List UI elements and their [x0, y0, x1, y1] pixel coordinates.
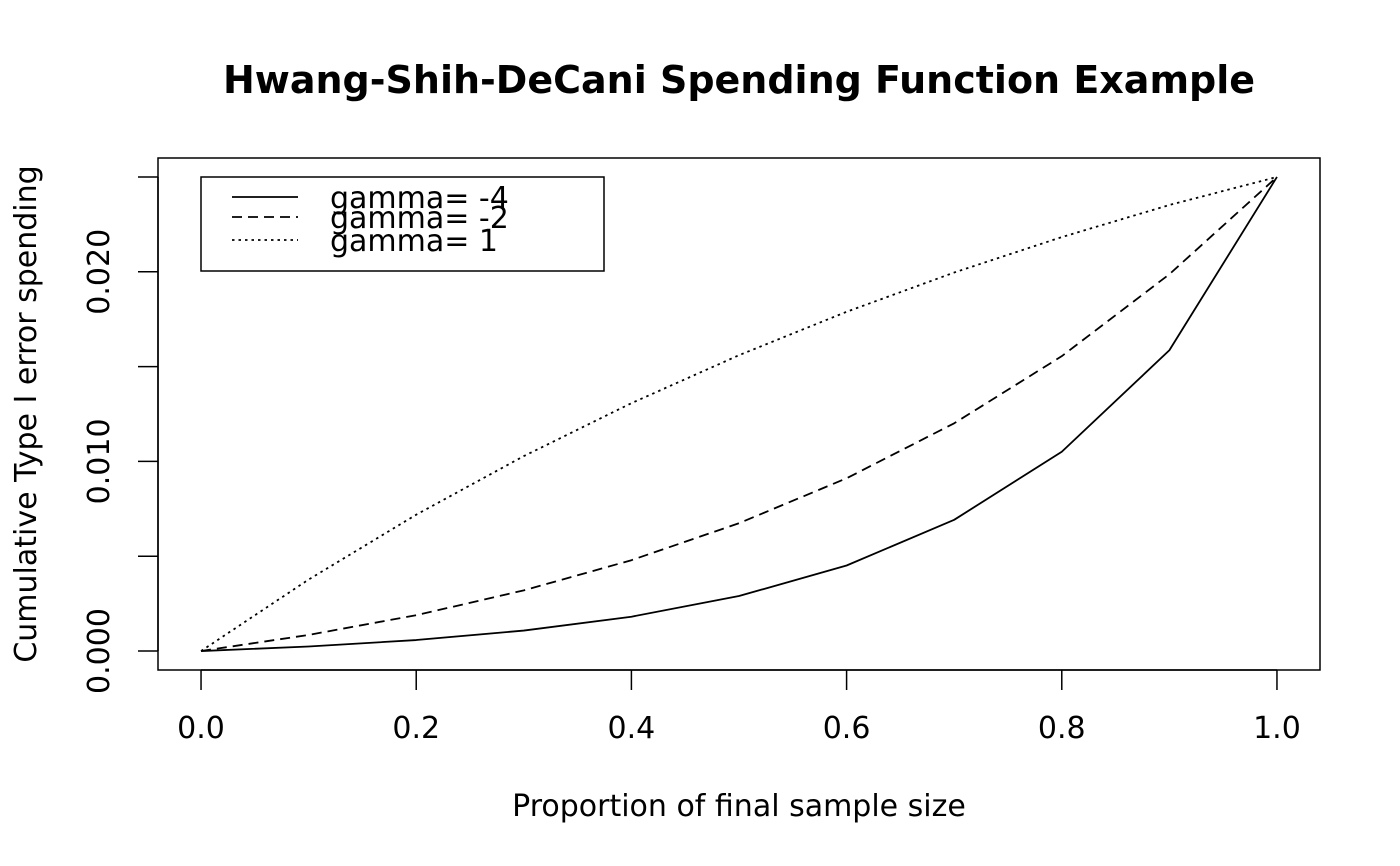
series-group — [200, 176, 1278, 652]
x-axis: 0.0 0.2 0.4 0.6 0.8 1.0 — [177, 669, 1301, 746]
series-line-3 — [200, 176, 1278, 652]
x-tick-label: 0.0 — [177, 711, 225, 746]
series-line-2 — [200, 176, 1278, 652]
legend-box — [200, 176, 605, 272]
x-tick-label: 0.8 — [1038, 711, 1086, 746]
x-tick-label: 0.6 — [823, 711, 871, 746]
y-tick-label: 0.000 — [82, 608, 117, 694]
legend-label-3: gamma= 1 — [330, 224, 498, 259]
chart-title: Hwang-Shih-DeCani Spending Function Exam… — [223, 58, 1255, 102]
legend-label-2: gamma= -2 — [330, 201, 509, 236]
y-axis-label: Cumulative Type I error spending — [9, 165, 44, 662]
y-tick-label: 0.020 — [82, 229, 117, 315]
y-tick-label: 0.010 — [82, 418, 117, 504]
x-tick-label: 1.0 — [1253, 711, 1301, 746]
x-tick-label: 0.4 — [608, 711, 656, 746]
y-axis: 0.000 0.010 0.020 — [82, 176, 159, 694]
series-line-1 — [201, 176, 1278, 652]
legend-label-1: gamma= -4 — [330, 181, 509, 216]
x-axis-label: Proportion of final sample size — [512, 789, 966, 824]
x-tick-label: 0.2 — [392, 711, 440, 746]
